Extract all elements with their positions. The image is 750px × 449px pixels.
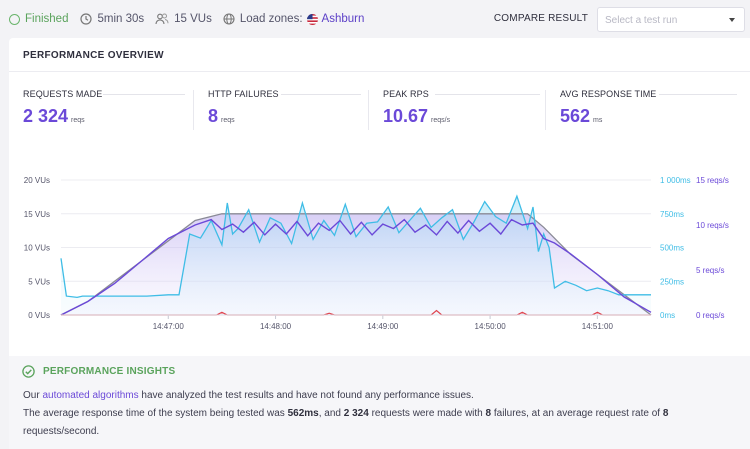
stat-label: HTTP FAILURES [208, 89, 279, 99]
stat-unit: reqs [221, 117, 235, 124]
emphasis: 562ms [287, 408, 319, 419]
text: requests were made with [368, 408, 486, 419]
globe-icon [223, 13, 235, 25]
load-zone-link[interactable]: Ashburn [321, 13, 365, 25]
vus: 15 VUs [155, 13, 212, 25]
load-zones: Load zones: Ashburn [223, 13, 365, 25]
y-right-ms-tick-label: 1 000ms [660, 176, 691, 185]
stat-rule [435, 94, 540, 95]
stat-rule [659, 94, 737, 95]
clock-icon [80, 13, 93, 25]
y-right-ms-tick-label: 750ms [660, 210, 684, 219]
us-flag-icon [306, 13, 318, 25]
y-left-tick-label: 10 VUs [24, 244, 50, 253]
emphasis: 8 [485, 408, 492, 419]
vus-value: 15 VUs [174, 13, 212, 25]
stat-number: 8 [208, 106, 219, 126]
stat-unit: reqs [71, 117, 85, 124]
stat-value: 2 324 reqs [23, 106, 85, 127]
performance-overview-card: PERFORMANCE OVERVIEW REQUESTS MADE 2 324… [9, 38, 750, 449]
insights-header: PERFORMANCE INSIGHTS [22, 365, 175, 378]
rps-line [60, 218, 652, 316]
stat-value: 562 ms [560, 106, 602, 127]
stat-rule [103, 94, 185, 95]
users-icon [155, 13, 169, 25]
status-label: Finished [25, 13, 69, 25]
insights-line-2: The average response time of the system … [23, 405, 668, 423]
stat-value: 8 reqs [208, 106, 235, 127]
test-summary-bar: Finished 5min 30s 15 VUs Load zones: Ash… [0, 0, 750, 38]
text: The average response time of the system … [23, 408, 288, 419]
status-badge: Finished [9, 13, 68, 25]
stat-separator [368, 90, 369, 130]
stat-number: 2 324 [23, 106, 69, 126]
insights-title: PERFORMANCE INSIGHTS [43, 366, 176, 377]
stat-unit: ms [593, 117, 603, 124]
y-right-ms-tick-label: 250ms [660, 277, 684, 286]
insights-line-3: requests/second. [23, 426, 100, 437]
x-tick-label: 14:48:00 [260, 322, 292, 331]
response-time-line [60, 194, 651, 299]
text: , and [318, 408, 344, 419]
emphasis: 8 [662, 408, 669, 419]
text: have analyzed the test results and have … [138, 390, 474, 401]
performance-insights: PERFORMANCE INSIGHTS Our automated algor… [9, 356, 750, 449]
text: failures, at an average request rate of [491, 408, 663, 419]
stat-rule [281, 94, 361, 95]
y-left-tick-label: 0 VUs [28, 311, 50, 320]
y-left-tick-label: 5 VUs [28, 277, 50, 286]
y-right-ms-tick-label: 0ms [660, 311, 675, 320]
x-tick-label: 14:47:00 [153, 322, 185, 331]
emphasis: 2 324 [343, 408, 369, 419]
insights-line-1: Our automated algorithms have analyzed t… [23, 387, 474, 405]
x-tick-label: 14:49:00 [367, 322, 399, 331]
stat-label: REQUESTS MADE [23, 89, 103, 99]
stat-http-failures: HTTP FAILURES 8 reqs [208, 89, 361, 126]
y-right-rps-tick-label: 0 reqs/s [696, 311, 724, 320]
x-tick-label: 14:50:00 [475, 322, 507, 331]
x-tick-label: 14:51:00 [582, 322, 614, 331]
load-zones-label: Load zones: [239, 13, 303, 25]
check-circle-icon [22, 365, 35, 378]
test-run-select-placeholder: Select a test run [605, 15, 678, 26]
text: Our [23, 390, 43, 401]
y-right-rps-tick-label: 5 reqs/s [696, 266, 724, 275]
duration: 5min 30s [80, 13, 144, 25]
stat-avg-response-time: AVG RESPONSE TIME 562 ms [560, 89, 737, 126]
stat-number: 562 [560, 106, 591, 126]
y-right-rps-tick-label: 10 reqs/s [696, 221, 729, 230]
automated-algorithms-link[interactable]: automated algorithms [42, 390, 139, 401]
y-left-tick-label: 15 VUs [24, 210, 50, 219]
card-title: PERFORMANCE OVERVIEW [23, 50, 164, 61]
chart-series [60, 194, 652, 316]
stat-number: 10.67 [383, 106, 429, 126]
stat-label: PEAK RPS [383, 89, 429, 99]
chevron-down-icon [729, 18, 735, 22]
performance-chart[interactable]: 0 VUs 5 VUs 10 VUs 15 VUs 20 VUs 0ms 250ms 500m… [9, 168, 750, 348]
chart-axes: 0 VUs 5 VUs 10 VUs 15 VUs 20 VUs 0ms 250ms 500m… [24, 176, 729, 331]
y-left-tick-label: 20 VUs [24, 176, 50, 185]
finished-icon [9, 13, 20, 25]
stat-peak-rps: PEAK RPS 10.67 reqs/s [383, 89, 540, 126]
divider [9, 71, 750, 72]
stat-separator [193, 90, 194, 130]
duration-value: 5min 30s [97, 13, 145, 25]
test-run-select[interactable]: Select a test run [597, 7, 745, 32]
stat-label: AVG RESPONSE TIME [560, 89, 657, 99]
stat-separator [545, 90, 546, 130]
stat-requests-made: REQUESTS MADE 2 324 reqs [23, 89, 185, 126]
y-right-ms-tick-label: 500ms [660, 244, 684, 253]
compare-result-label: COMPARE RESULT [493, 13, 588, 24]
y-right-rps-tick-label: 15 reqs/s [696, 176, 729, 185]
stat-value: 10.67 reqs/s [383, 106, 450, 127]
stat-unit: reqs/s [431, 117, 451, 124]
